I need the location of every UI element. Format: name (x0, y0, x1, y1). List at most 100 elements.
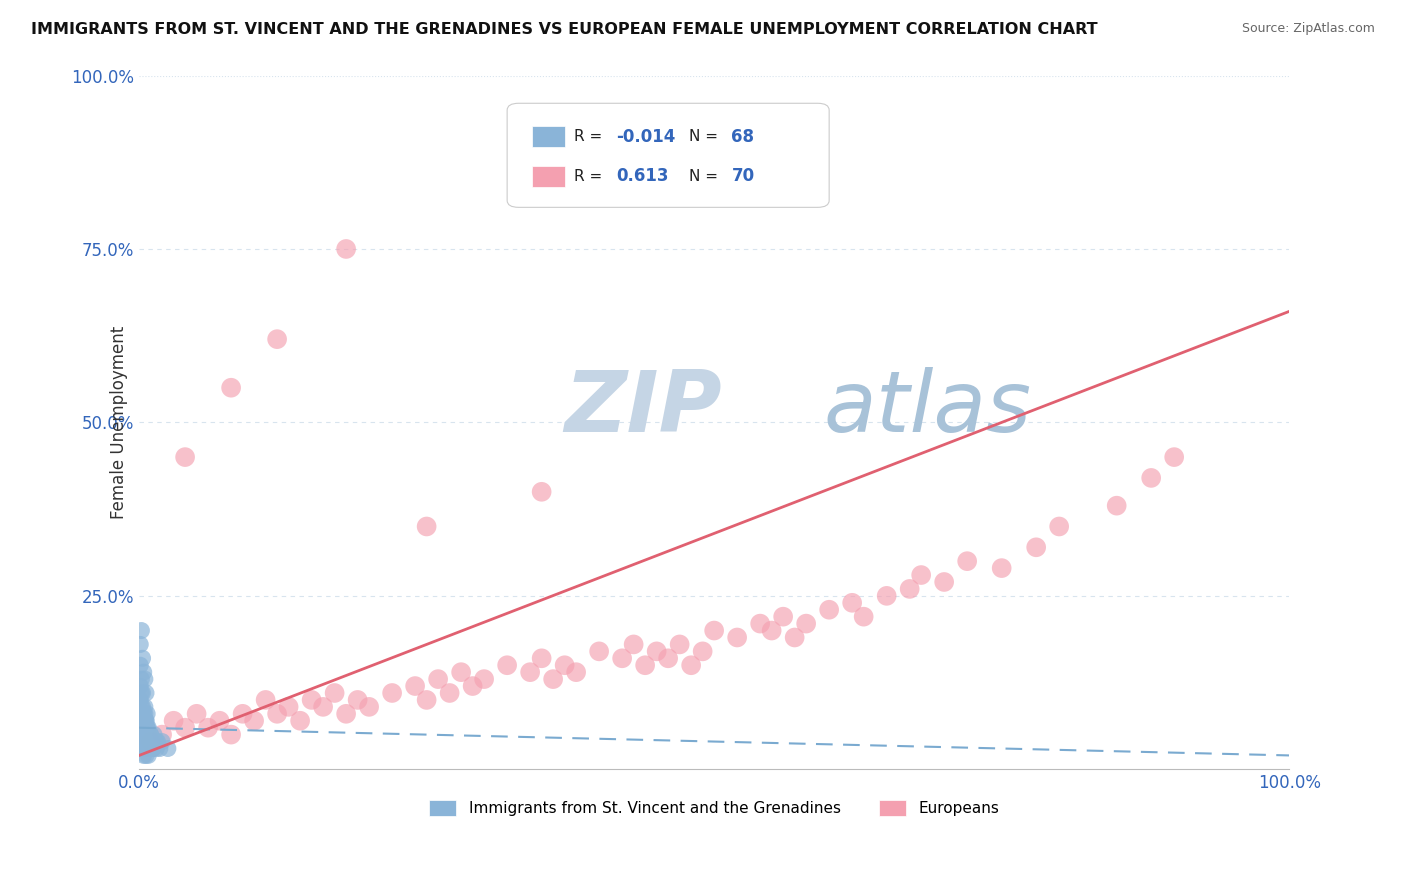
Point (208, 714, 231, 728)
Text: N =: N = (689, 129, 723, 145)
Point (197, 721, 219, 735)
Point (841, 596, 863, 610)
Text: N =: N = (689, 169, 723, 184)
Point (131, 721, 153, 735)
Point (439, 686, 461, 700)
Point (243, 714, 266, 728)
Text: 68: 68 (731, 128, 755, 145)
Point (415, 519, 437, 533)
Point (132, 665, 155, 680)
Point (898, 582, 921, 596)
Point (150, 734, 173, 748)
Text: R =: R = (574, 169, 607, 184)
FancyBboxPatch shape (508, 103, 830, 207)
Point (1140, 471, 1163, 485)
Point (129, 741, 152, 756)
Point (135, 686, 157, 700)
Point (134, 734, 156, 748)
Point (1105, 499, 1128, 513)
Y-axis label: Female Unemployment: Female Unemployment (110, 326, 128, 519)
Point (136, 721, 159, 735)
Text: Source: ZipAtlas.com: Source: ZipAtlas.com (1241, 22, 1375, 36)
Text: 70: 70 (731, 167, 755, 186)
Point (134, 672, 156, 686)
Point (132, 706, 155, 721)
Point (134, 706, 156, 721)
Point (554, 658, 576, 673)
Point (156, 741, 179, 756)
Point (934, 574, 956, 589)
Point (132, 714, 155, 728)
Point (136, 721, 159, 735)
Point (131, 686, 153, 700)
Point (219, 381, 242, 395)
Point (266, 706, 288, 721)
Point (132, 728, 155, 742)
Point (149, 741, 172, 756)
Point (136, 721, 159, 735)
Point (139, 728, 162, 742)
Point (1163, 450, 1185, 464)
Point (129, 637, 152, 651)
Point (956, 554, 979, 568)
Point (1025, 541, 1047, 555)
Point (783, 631, 806, 645)
Point (142, 741, 165, 756)
Text: -0.014: -0.014 (616, 128, 676, 145)
Text: IMMIGRANTS FROM ST. VINCENT AND THE GRENADINES VS EUROPEAN FEMALE UNEMPLOYMENT C: IMMIGRANTS FROM ST. VINCENT AND THE GREN… (31, 22, 1098, 37)
Point (139, 728, 162, 742)
Text: R =: R = (574, 129, 607, 145)
Point (139, 741, 162, 756)
Point (150, 728, 173, 742)
Point (668, 637, 690, 651)
Point (129, 679, 152, 693)
Point (131, 741, 153, 756)
Point (131, 734, 153, 748)
Point (135, 728, 157, 742)
Point (335, 706, 357, 721)
Point (461, 679, 484, 693)
Point (541, 672, 564, 686)
Point (818, 603, 841, 617)
Point (219, 728, 242, 742)
Point (415, 693, 437, 707)
Point (346, 693, 368, 707)
Point (761, 624, 783, 638)
Point (146, 734, 169, 748)
Point (136, 728, 159, 742)
Point (852, 609, 875, 624)
Point (266, 332, 288, 346)
Point (135, 714, 157, 728)
Point (288, 714, 311, 728)
Point (186, 706, 208, 721)
Point (136, 748, 159, 763)
Point (134, 721, 156, 735)
Point (135, 734, 157, 748)
Point (138, 734, 160, 748)
Point (134, 741, 156, 756)
Point (404, 679, 426, 693)
Point (134, 714, 156, 728)
Point (129, 706, 152, 721)
Point (623, 637, 645, 651)
Point (301, 693, 323, 707)
Point (141, 734, 163, 748)
Point (645, 644, 668, 658)
Point (131, 651, 153, 665)
Point (794, 616, 817, 631)
Point (132, 728, 155, 742)
Point (1047, 519, 1070, 533)
Point (145, 741, 167, 756)
Point (129, 693, 152, 707)
Point (254, 693, 277, 707)
Text: 0.613: 0.613 (616, 167, 669, 186)
Point (136, 706, 159, 721)
Point (749, 616, 772, 631)
Point (990, 561, 1012, 575)
Point (139, 741, 162, 756)
Point (139, 734, 162, 748)
Point (681, 658, 703, 673)
Point (143, 728, 166, 742)
Point (588, 644, 610, 658)
Point (312, 699, 335, 714)
